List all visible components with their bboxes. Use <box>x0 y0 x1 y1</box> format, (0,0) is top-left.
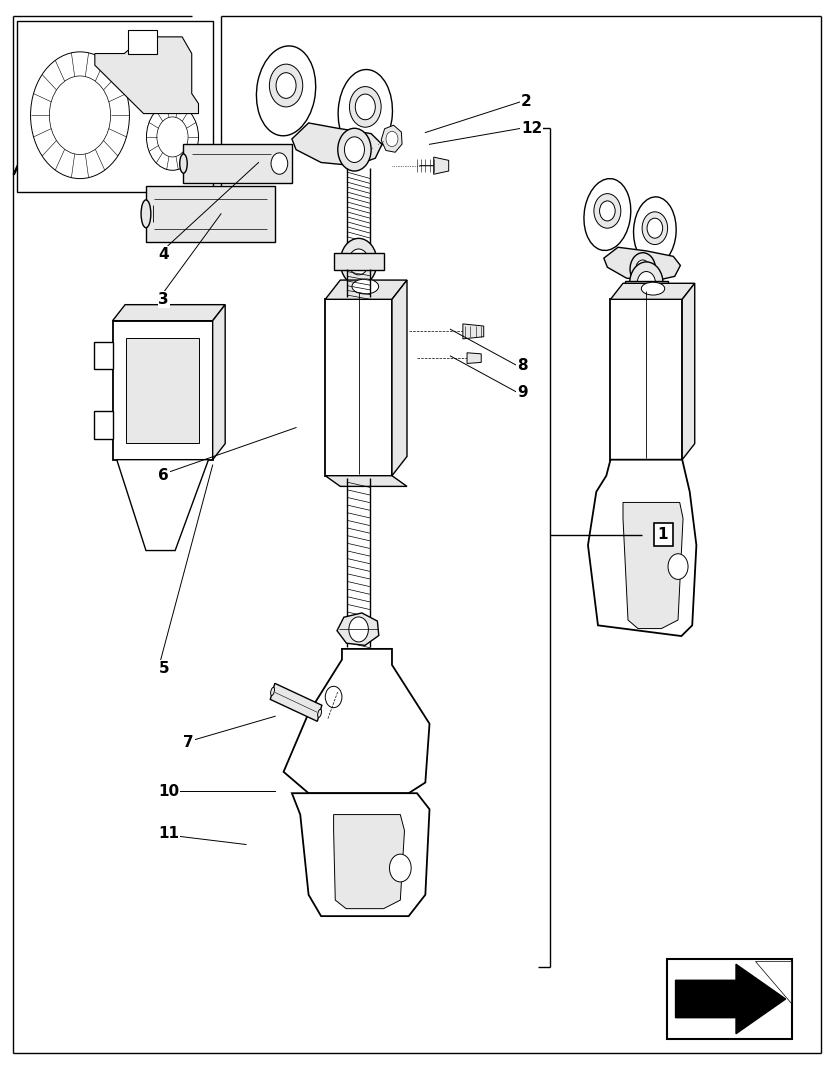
Circle shape <box>630 252 656 285</box>
Ellipse shape <box>141 200 151 228</box>
Bar <box>94 412 113 439</box>
Bar <box>610 299 682 460</box>
Ellipse shape <box>318 709 322 717</box>
Text: 10: 10 <box>158 784 179 799</box>
Text: 9: 9 <box>517 385 528 400</box>
Circle shape <box>600 201 615 221</box>
Circle shape <box>147 104 198 170</box>
Polygon shape <box>292 793 430 916</box>
Polygon shape <box>334 815 404 909</box>
Circle shape <box>276 73 296 98</box>
Circle shape <box>647 218 663 238</box>
Bar <box>94 342 113 370</box>
Polygon shape <box>604 247 681 281</box>
Ellipse shape <box>634 197 676 265</box>
Circle shape <box>340 238 377 285</box>
Polygon shape <box>270 683 322 722</box>
Polygon shape <box>588 460 696 636</box>
Polygon shape <box>213 305 225 460</box>
Circle shape <box>355 94 375 120</box>
Polygon shape <box>292 123 382 166</box>
Circle shape <box>642 212 667 245</box>
Text: 7: 7 <box>183 735 194 750</box>
Circle shape <box>325 686 342 708</box>
Text: 3: 3 <box>158 292 169 307</box>
Polygon shape <box>392 280 407 476</box>
Text: 1: 1 <box>658 527 668 542</box>
Ellipse shape <box>584 179 631 250</box>
Circle shape <box>636 260 650 278</box>
Polygon shape <box>682 283 695 460</box>
Polygon shape <box>467 353 481 363</box>
Polygon shape <box>325 280 407 299</box>
Polygon shape <box>128 30 157 53</box>
Polygon shape <box>463 324 484 339</box>
Polygon shape <box>755 961 791 1003</box>
Polygon shape <box>610 283 695 299</box>
Circle shape <box>269 64 303 107</box>
Text: 12: 12 <box>521 121 542 136</box>
Polygon shape <box>434 157 449 174</box>
Polygon shape <box>284 649 430 793</box>
Polygon shape <box>337 613 379 646</box>
Polygon shape <box>623 502 683 629</box>
Circle shape <box>31 52 129 179</box>
Circle shape <box>594 193 620 228</box>
Circle shape <box>386 131 398 146</box>
Polygon shape <box>676 964 786 1034</box>
Circle shape <box>157 117 188 157</box>
Circle shape <box>271 153 288 174</box>
Bar <box>126 338 199 443</box>
Polygon shape <box>146 186 275 242</box>
Circle shape <box>668 554 688 579</box>
Circle shape <box>349 617 369 641</box>
Ellipse shape <box>270 687 274 696</box>
Circle shape <box>630 262 663 305</box>
Ellipse shape <box>180 154 187 173</box>
Bar <box>325 299 392 476</box>
Bar <box>17 21 213 192</box>
Text: 8: 8 <box>517 358 528 373</box>
Ellipse shape <box>641 282 665 295</box>
Bar <box>334 253 384 270</box>
Text: 2: 2 <box>521 94 532 109</box>
Ellipse shape <box>256 46 316 136</box>
Circle shape <box>349 87 381 127</box>
Polygon shape <box>95 36 198 113</box>
Text: 4: 4 <box>158 247 169 262</box>
Polygon shape <box>117 460 208 551</box>
Polygon shape <box>325 476 407 486</box>
Ellipse shape <box>338 69 393 155</box>
Polygon shape <box>113 305 225 321</box>
Bar <box>113 321 213 460</box>
Text: 6: 6 <box>158 468 169 483</box>
Circle shape <box>49 76 111 155</box>
Ellipse shape <box>352 279 379 294</box>
Circle shape <box>349 249 369 275</box>
Circle shape <box>637 272 656 295</box>
Circle shape <box>389 854 411 882</box>
Polygon shape <box>183 144 292 183</box>
Bar <box>667 959 792 1039</box>
Polygon shape <box>381 125 402 152</box>
Circle shape <box>338 128 371 171</box>
Text: 11: 11 <box>158 826 179 841</box>
Text: 5: 5 <box>158 661 169 676</box>
Bar <box>625 281 668 296</box>
Circle shape <box>344 137 364 162</box>
